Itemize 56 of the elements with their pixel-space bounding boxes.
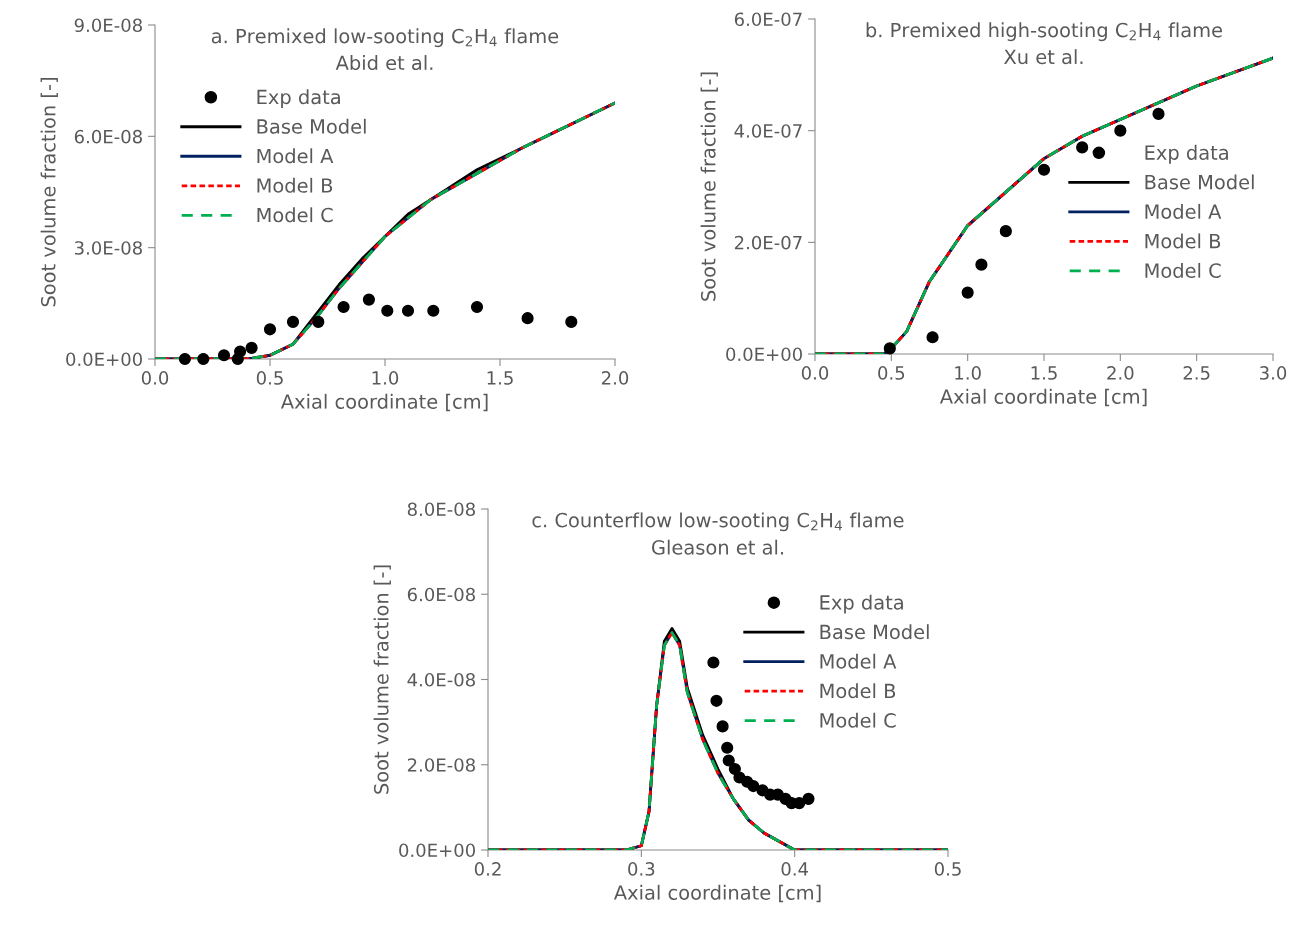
x-tick-label: 2.5: [1183, 366, 1210, 380]
y-tick-label: 3.0E-08: [74, 241, 142, 255]
y-tick-label: 4.0E-08: [407, 672, 475, 687]
chart-title: c. Counterflow low-sooting C$_{2}$H$_{4}$ flame: [532, 512, 904, 532]
x-tick-label: 1.0: [955, 366, 981, 380]
legend-label: Base Model: [820, 624, 929, 640]
y-tick-label: 0.0E+00: [66, 352, 142, 367]
x-tick-label: 1.5: [1031, 366, 1057, 380]
legend-label: Model A: [257, 148, 334, 164]
y-tick-label: 6.0E-08: [74, 129, 142, 144]
x-tick-label: 0.3: [628, 862, 655, 876]
x-tick-label: 0.5: [256, 371, 283, 385]
y-tick-label: 6.0E-08: [407, 587, 475, 602]
x-axis-title: Axial coordinate [cm]: [939, 388, 1147, 407]
legend-label: Model B: [820, 683, 896, 699]
chart-title: b. Premixed high-sooting C$_{2}$H$_{4}$ flame: [866, 22, 1223, 42]
legend-label: Exp data: [820, 594, 903, 614]
x-tick-label: 1.5: [487, 371, 513, 385]
y-axis-title: Soot volume fraction [-]: [700, 72, 718, 301]
legend-label: Model C: [820, 712, 896, 728]
text: Xu et al.: [1004, 49, 1083, 65]
y-tick-label: 9.0E-08: [74, 18, 142, 33]
y-tick-label: 6.0E-07: [734, 12, 802, 27]
legend-label: Model B: [257, 177, 333, 193]
x-tick-label: 1.0: [372, 371, 399, 385]
legend-label: Exp data: [1145, 144, 1228, 164]
text: Gleason et al.: [652, 539, 783, 555]
x-axis-title: Axial coordinate [cm]: [613, 884, 821, 903]
x-tick-label: 3.0: [1260, 366, 1287, 380]
y-tick-label: 2.0E-07: [734, 235, 802, 250]
x-tick-label: 0.0: [801, 366, 829, 380]
x-tick-label: 0.0: [141, 371, 169, 385]
x-axis-title: Axial coordinate [cm]: [280, 393, 488, 412]
legend-label: Model B: [1145, 233, 1221, 249]
y-tick-label: 0.0E+00: [399, 843, 475, 858]
y-axis-title: Soot volume fraction [-]: [373, 565, 391, 794]
x-tick-label: 2.0: [1107, 366, 1134, 380]
legend-label: Exp data: [257, 89, 340, 109]
legend-label: Model C: [257, 207, 333, 223]
text: Abid et al.: [335, 55, 433, 71]
chart-title: a. Premixed low-sooting C$_{2}$H$_{4}$ flame: [211, 28, 559, 48]
legend-label: Base Model: [257, 118, 366, 134]
legend-label: Model C: [1145, 262, 1221, 278]
legend-label: Model A: [1145, 203, 1222, 219]
legend-label: Model A: [820, 653, 897, 669]
y-tick-label: 4.0E-07: [734, 124, 802, 138]
legend-label: Base Model: [1145, 174, 1254, 190]
x-tick-label: 0.4: [781, 862, 809, 876]
y-tick-label: 8.0E-08: [407, 502, 475, 517]
x-tick-label: 0.5: [934, 862, 961, 876]
y-axis-title: Soot volume fraction [-]: [40, 78, 58, 307]
x-tick-label: 0.5: [878, 366, 905, 380]
y-tick-label: 2.0E-08: [407, 758, 475, 772]
x-tick-label: 0.2: [474, 862, 501, 876]
x-tick-label: 2.0: [601, 371, 629, 385]
y-tick-label: 0.0E+00: [726, 347, 802, 362]
